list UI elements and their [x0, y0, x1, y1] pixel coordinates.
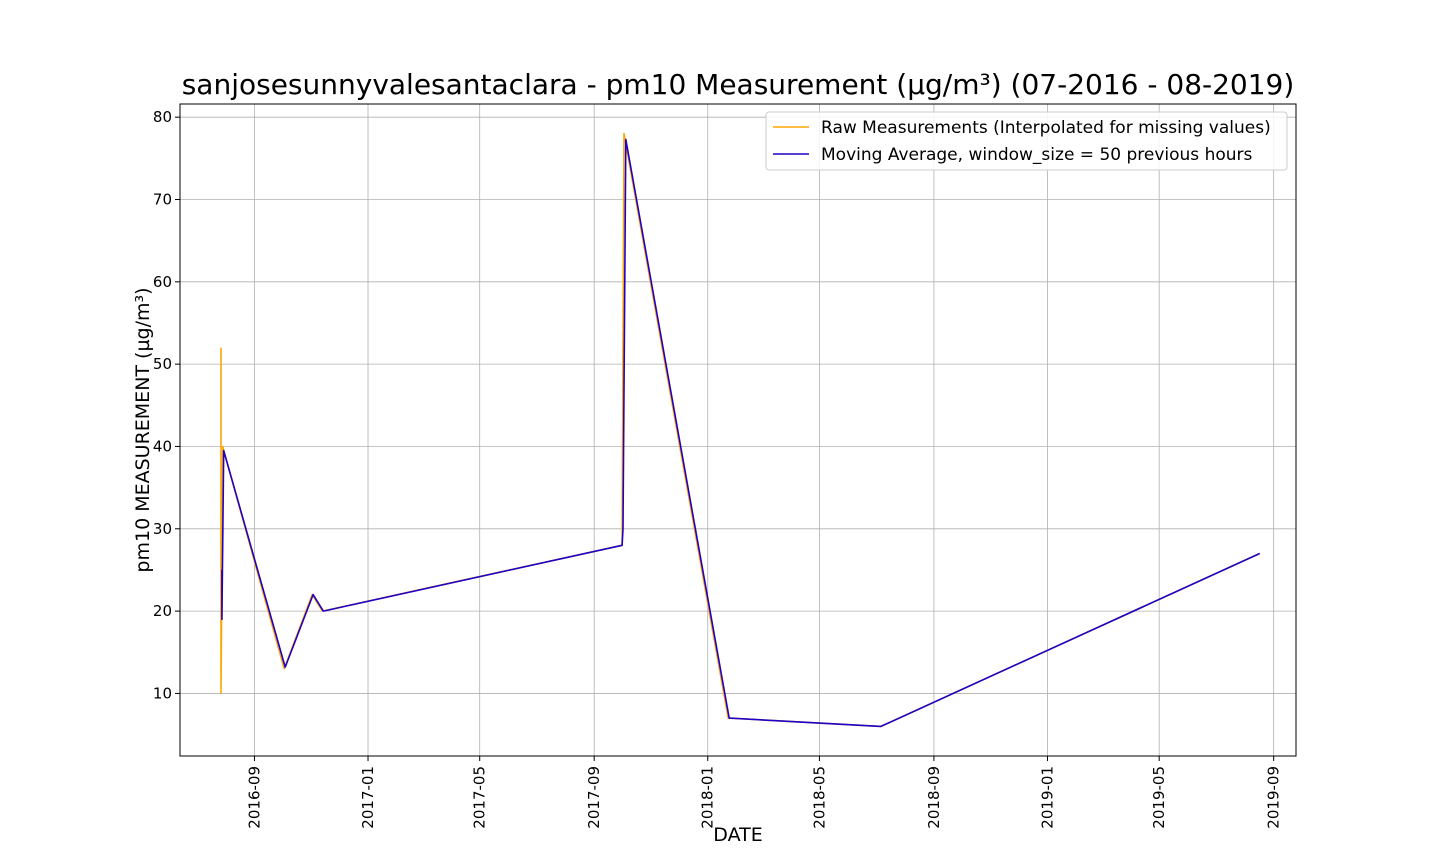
x-tick-label: 2016-09: [245, 766, 263, 829]
y-tick-label: 10: [153, 684, 172, 702]
legend-label-raw: Raw Measurements (Interpolated for missi…: [821, 118, 1271, 138]
y-tick-label: 60: [153, 273, 172, 291]
grid-lines: [180, 104, 1296, 756]
y-tick-label: 50: [153, 355, 172, 373]
x-tick-label: 2019-09: [1265, 766, 1283, 829]
legend-box: [765, 111, 1288, 171]
x-axis-label: DATE: [713, 824, 762, 846]
x-tick-label: 2019-05: [1150, 766, 1168, 829]
x-tick-label: 2017-05: [471, 766, 489, 829]
y-tick-label: 40: [153, 437, 172, 455]
series-layer: [220, 132, 1261, 728]
x-tick-label: 2018-05: [810, 766, 828, 829]
y-tick-label: 20: [153, 602, 172, 620]
y-tick-label: 30: [153, 520, 172, 538]
x-axis-ticks: 2016-09 2017-01 2017-05 2017-09 2018-01 2018-…: [245, 756, 1283, 829]
legend-label-moving-average: Moving Average, window_size = 50 previou…: [821, 145, 1253, 165]
y-axis-label: pm10 MEASUREMENT (µg/m³): [132, 287, 154, 572]
y-tick-label: 70: [153, 190, 172, 208]
x-tick-label: 2019-01: [1038, 766, 1056, 829]
x-tick-label: 2018-01: [699, 766, 717, 829]
plot-frame: [179, 103, 1297, 757]
y-tick-label: 80: [153, 108, 172, 126]
series-line-moving-average: [221, 138, 1261, 728]
chart-title: sanjosesunnyvalesantaclara - pm10 Measur…: [182, 68, 1295, 101]
legend: Raw Measurements (Interpolated for missi…: [765, 111, 1288, 171]
y-axis-ticks: 10 20 30 40 50 60 70 80: [153, 108, 180, 702]
x-tick-label: 2017-01: [359, 766, 377, 829]
x-tick-label: 2017-09: [585, 766, 603, 829]
x-tick-label: 2018-09: [925, 766, 943, 829]
